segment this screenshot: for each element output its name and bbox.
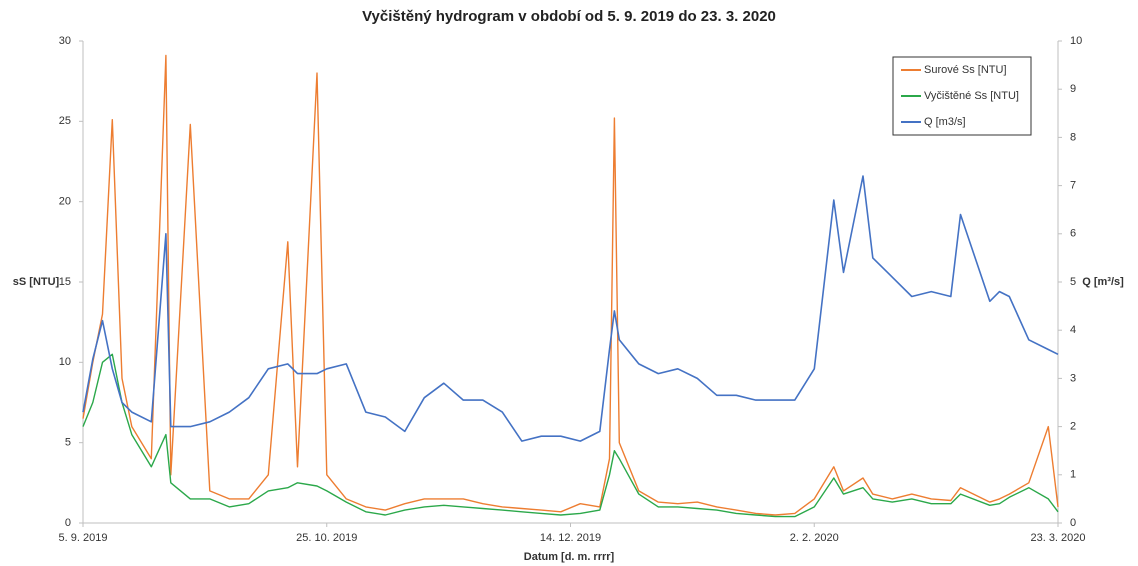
y-axis-label: sS [NTU] (13, 276, 60, 288)
legend: Surové Ss [NTU] Vyčištěné Ss [NTU] Q [m3/s… (892, 56, 1032, 136)
y2-tick-label: 9 (1070, 83, 1076, 95)
legend-label: Q [m3/s] (924, 116, 966, 128)
y-tick-label: 15 (59, 276, 71, 288)
x-axis-label: Datum [d. m. rrrr] (524, 551, 615, 563)
y-tick-label: 20 (59, 196, 71, 208)
x-tick-label: 14. 12. 2019 (540, 532, 601, 544)
series-line (82, 175, 1059, 442)
legend-label: Vyčištěné Ss [NTU] (924, 90, 1019, 102)
x-tick-label: 5. 9. 2019 (59, 532, 108, 544)
y2-axis-label: Q [m³/s] (1082, 276, 1124, 288)
x-tick-label: 23. 3. 2020 (1030, 532, 1085, 544)
y2-tick-label: 3 (1070, 372, 1076, 384)
y2-tick-label: 6 (1070, 228, 1076, 240)
y2-tick-label: 5 (1070, 276, 1076, 288)
y2-tick-label: 0 (1070, 517, 1076, 529)
y2-tick-label: 1 (1070, 469, 1076, 481)
y2-tick-label: 7 (1070, 180, 1076, 192)
chart-title: Vyčištěný hydrogram v období od 5. 9. 20… (362, 8, 776, 25)
x-tick-label: 2. 2. 2020 (790, 532, 839, 544)
y2-tick-label: 10 (1070, 35, 1082, 47)
y-tick-label: 30 (59, 35, 71, 47)
y-tick-label: 10 (59, 356, 71, 368)
series-line (82, 54, 1059, 516)
legend-label: Surové Ss [NTU] (924, 64, 1007, 76)
series-line (82, 353, 1059, 518)
y2-tick-label: 4 (1070, 324, 1076, 336)
y-tick-label: 5 (65, 437, 71, 449)
y2-tick-label: 8 (1070, 131, 1076, 143)
x-tick-label: 25. 10. 2019 (296, 532, 357, 544)
y2-tick-label: 2 (1070, 421, 1076, 433)
y-tick-label: 25 (59, 115, 71, 127)
y-tick-label: 0 (65, 517, 71, 529)
